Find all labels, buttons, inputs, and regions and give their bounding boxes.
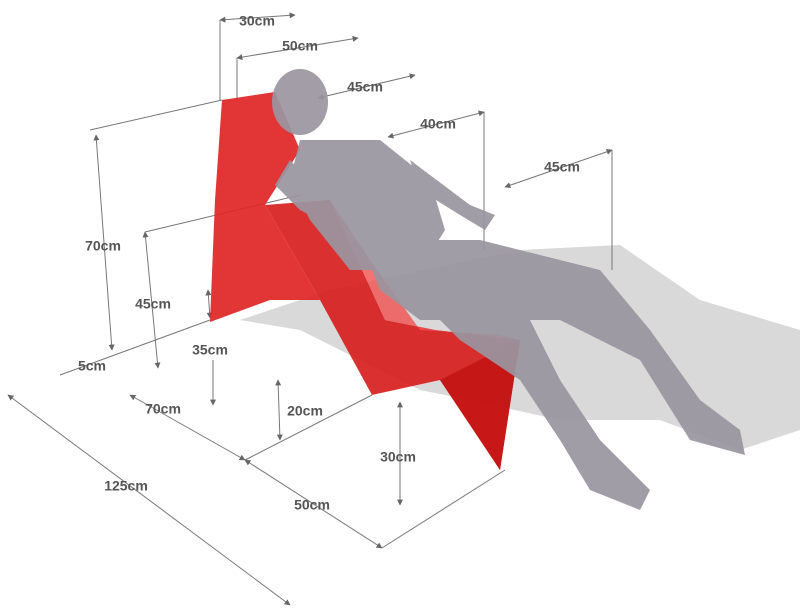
dimension-label: 5cm [78, 358, 106, 374]
dimension-diagram: 30cm 50cm 45cm 40cm 45cm 70cm 45cm 5cm 3… [0, 0, 804, 610]
dimension-label: 20cm [287, 403, 323, 419]
dimension-label: 45cm [544, 159, 580, 175]
dimension-label: 70cm [145, 401, 181, 417]
dimension-label: 45cm [135, 296, 171, 312]
dimension-label: 70cm [85, 238, 121, 254]
dimension-label: 40cm [420, 116, 456, 132]
dimension-label: 30cm [239, 13, 275, 29]
dimension-label: 50cm [294, 497, 330, 513]
dimension-label: 50cm [282, 38, 318, 54]
dimension-label: 45cm [347, 79, 383, 95]
dimension-label: 35cm [192, 342, 228, 358]
dimension-label: 30cm [380, 449, 416, 465]
dimension-label: 125cm [104, 478, 148, 494]
